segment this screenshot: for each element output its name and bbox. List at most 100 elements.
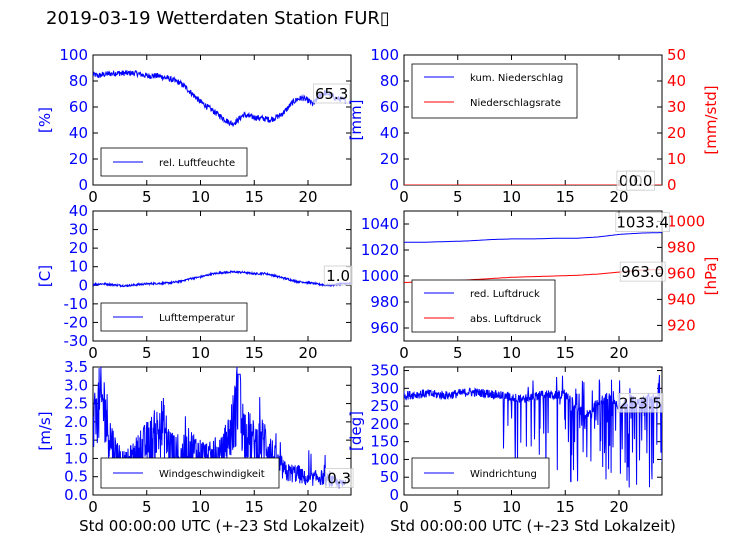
y-axis-label-right: [mm/std] [702,85,720,154]
y-tick-label: 3.0 [64,376,88,394]
y-tick-label: 1.0 [64,449,88,467]
x-tick-label: 15 [245,344,264,362]
y-tick-label: 10 [69,258,88,276]
x-axis-label: Std 00:00:00 UTC (+-23 Std Lokalzeit) [79,517,365,535]
y-axis-label: [%] [36,107,54,133]
x-tick-label: 0 [88,498,98,516]
x-tick-label: 5 [142,344,152,362]
y-tick-label: 2.5 [64,395,88,413]
y-tick-label: -30 [64,332,89,350]
legend-label: Niederschlagsrate [470,98,561,109]
legend-label: rel. Luftfeuchte [159,158,235,169]
value-annotation: 0.0 [629,172,653,190]
y-tick-label: 1040 [361,215,399,233]
y-tick-label: 100 [59,46,88,64]
panel-temperature: 0 5 10 15 20-30-20-10010203040[C]Lufttempera… [36,202,353,362]
y-tick-label: 60 [380,98,399,116]
y-tick-label: 0.5 [64,468,88,486]
x-tick-label: 20 [298,188,317,206]
y-tick-label-right: 40 [667,72,686,90]
y-tick-label: 1020 [361,241,399,259]
value-annotation-box [619,261,666,282]
panel-pressure: 0 5 10 15 20 960 980 1000 1020 1040 920 940 960 980 10… [361,210,720,362]
x-tick-label: 10 [502,188,521,206]
x-tick-label: 10 [502,344,521,362]
y-tick-label-right: 1000 [667,212,705,230]
value-annotation: 1.0 [326,267,350,285]
value-annotation-box [626,170,655,191]
y-axis-label: [m/s] [36,411,54,450]
x-tick-label: 10 [191,344,210,362]
x-tick-label: 15 [245,188,264,206]
y-tick-label: 200 [370,415,399,433]
value-annotation: 963.0 [621,263,664,281]
series-line-lufttemperatur [93,270,351,288]
plot-frame [92,54,352,186]
x-tick-label: 20 [609,498,628,516]
y-tick-label-right: 0 [667,176,677,194]
panel-humidity: 0 5 10 15 20 0 20 40 60 80 100 [%] rel. Luftfeuchte 6… [36,46,352,206]
x-tick-label: 0 [399,344,409,362]
y-tick-label: 1.5 [64,431,88,449]
y-tick-label-right: 10 [667,150,686,168]
x-tick-label: 10 [191,498,210,516]
y-tick-label: 100 [370,46,399,64]
x-axis-label: Std 00:00:00 UTC (+-23 Std Lokalzeit) [390,517,676,535]
y-tick-label-right: 940 [667,290,696,308]
y-tick-label: 80 [380,72,399,90]
x-tick-label: 20 [609,188,628,206]
panel-precip: 0 5 10 15 20 0 20 40 60 80 100 0 10 20 30 40 50 [mm] [mm/s… [347,46,720,206]
y-tick-label-right: 20 [667,124,686,142]
legend-box [411,279,556,333]
y-axis-label: [deg] [347,411,365,451]
y-tick-label: 980 [370,293,399,311]
series-line-rel-luftfeuchte [93,69,346,127]
value-annotation: 1033.4 [616,214,669,232]
y-tick-label: 40 [69,124,88,142]
y-axis-label: [mm] [347,100,365,141]
x-tick-label: 5 [453,498,463,516]
x-tick-label: 20 [298,344,317,362]
x-tick-label: 0 [88,188,98,206]
y-axis-label: [C] [36,265,54,287]
legend-label: abs. Luftdruck [470,314,541,325]
y-tick-label: 3.5 [64,358,88,376]
value-annotation: 65.3 [315,85,348,103]
y-tick-label: 30 [69,221,88,239]
y-tick-label: 350 [370,362,399,380]
y-tick-label: 20 [380,150,399,168]
y-tick-label: -10 [64,295,89,313]
y-tick-label-right: 920 [667,316,696,334]
x-tick-label: 15 [556,188,575,206]
x-tick-label: 15 [556,498,575,516]
x-tick-label: 20 [609,344,628,362]
value-annotation-box [324,468,354,488]
figure-title: 2019-03-19 Wetterdaten Station FUR▯ [46,8,390,29]
y-tick-label-right: 30 [667,98,686,116]
legend-label: Windgeschwindigkeit [159,469,265,480]
y-tick-label: 0 [389,176,399,194]
x-tick-label: 5 [142,188,152,206]
y-tick-label: 0 [78,176,88,194]
series-line-red-luftdruck [404,232,662,243]
value-annotation: 253.5 [619,394,662,412]
y-tick-label: 20 [69,239,88,257]
y-tick-label-right: 50 [667,46,686,64]
value-annotation: 0.3 [327,470,351,488]
x-tick-label: 15 [556,344,575,362]
x-tick-label: 15 [245,498,264,516]
y-tick-label: 80 [69,72,88,90]
legend-box [411,63,578,119]
y-tick-label: 20 [69,150,88,168]
value-annotation-box [617,392,664,413]
y-tick-label-right: 960 [667,264,696,282]
value-annotation-box [313,83,351,104]
y-tick-label: 0 [78,276,88,294]
x-tick-label: 0 [88,344,98,362]
legend-label: Windrichtung [470,469,537,480]
legend-label: kum. Niederschlag [470,73,563,84]
legend-label: red. Luftdruck [470,289,540,300]
y-tick-label: 40 [380,124,399,142]
x-tick-label: 10 [502,498,521,516]
